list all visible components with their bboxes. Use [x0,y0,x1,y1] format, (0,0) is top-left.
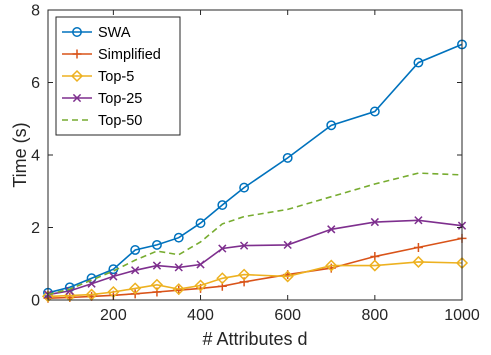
data-point [218,244,227,253]
data-point [413,57,424,68]
y-tick-label: 2 [31,220,40,237]
data-point [150,278,164,291]
data-point [129,282,142,295]
legend-marker [72,49,82,59]
legend-item: Simplified [62,47,161,63]
data-point [369,106,380,117]
data-point [370,252,380,261]
data-point [413,242,423,252]
data-point [194,279,207,292]
legend-item: SWA [62,25,131,41]
legend-marker [72,27,82,37]
data-point [326,120,337,131]
y-tick-label: 0 [31,293,40,310]
y-tick-label: 4 [31,148,40,165]
legend-label: SWA [98,25,131,41]
y-tick-label: 6 [31,75,40,92]
legend-marker [72,93,82,103]
legend-label: Top-50 [98,113,142,129]
data-point [196,260,205,269]
data-point [195,218,206,229]
data-point [370,217,379,227]
x-tick-label: 1000 [444,307,480,324]
legend-item: Top-5 [62,69,134,85]
legend-item: Top-25 [62,91,142,107]
data-point [152,261,162,270]
series-line [47,172,463,296]
x-tick-label: 600 [274,307,301,324]
legend-item: Top-50 [62,113,142,129]
x-axis-title: # Attributes d [202,329,307,349]
legend: SWA Simplified Top-5 Top-25 Top-50 [55,16,181,136]
data-point [239,241,249,250]
data-point [173,232,184,243]
data-point [172,283,185,296]
legend-marker [70,69,84,83]
data-point [412,255,425,268]
data-point [216,272,229,285]
data-point [109,272,118,281]
data-point [327,225,336,234]
series-line [47,261,463,298]
series-line [47,43,463,294]
x-tick-label: 800 [361,307,388,324]
data-point [281,270,294,283]
y-axis-title: Time (s) [10,122,30,187]
data-point [174,263,183,272]
axes-layer: 200 400 600 800 1000 0 2 4 6 8 [31,3,480,325]
series-top-50 [47,172,463,296]
legend-label: Top-25 [98,91,142,107]
series-layer [41,39,469,303]
data-point [217,200,228,210]
series-top-25 [43,216,467,299]
x-tick-label: 200 [100,307,127,324]
data-point [325,259,338,272]
data-point [368,259,381,272]
legend-label: Top-5 [98,69,134,85]
data-point [130,245,141,255]
data-point [414,216,423,225]
data-point [238,268,251,281]
data-point [239,182,250,193]
legend-label: Simplified [98,47,161,63]
data-point [151,239,162,250]
data-point [283,240,292,250]
x-tick-label: 400 [187,307,214,324]
y-tick-label: 8 [31,3,40,20]
data-point [282,152,293,163]
data-point [131,266,140,275]
